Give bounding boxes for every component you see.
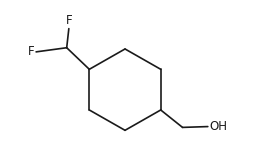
Text: F: F: [28, 45, 35, 58]
Text: OH: OH: [209, 120, 227, 133]
Text: F: F: [65, 14, 72, 27]
